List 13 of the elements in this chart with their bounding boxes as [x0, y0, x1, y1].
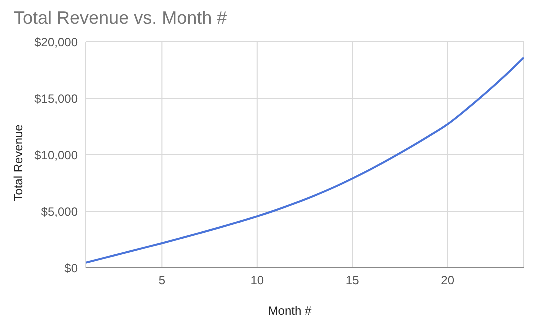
y-tick-label: $0 [64, 261, 78, 276]
chart-title: Total Revenue vs. Month # [14, 8, 228, 29]
x-tick-label: 20 [441, 274, 455, 288]
y-tick-label: $20,000 [34, 35, 78, 50]
y-tick-label: $5,000 [41, 204, 78, 219]
x-tick-label: 10 [250, 274, 264, 288]
y-tick-label: $15,000 [34, 92, 78, 106]
x-tick-label: 15 [346, 274, 360, 288]
x-axis-title: Month # [267, 304, 313, 318]
y-tick-label: $10,000 [34, 148, 78, 162]
x-tick-label: 5 [158, 274, 166, 288]
y-axis-title: Total Revenue [11, 124, 25, 202]
line-series [86, 56, 524, 264]
